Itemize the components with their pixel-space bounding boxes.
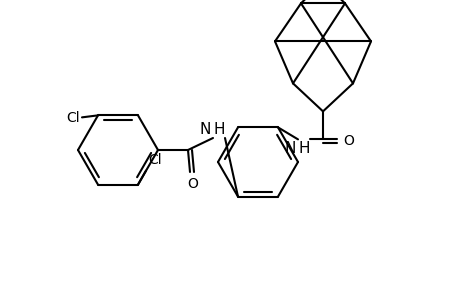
Text: Cl: Cl: [66, 111, 80, 125]
Text: N: N: [199, 122, 211, 137]
Text: H: H: [298, 141, 310, 156]
Text: N: N: [284, 141, 295, 156]
Text: O: O: [342, 134, 353, 148]
Text: Cl: Cl: [148, 153, 161, 166]
Text: H: H: [213, 122, 225, 137]
Text: O: O: [187, 177, 198, 191]
